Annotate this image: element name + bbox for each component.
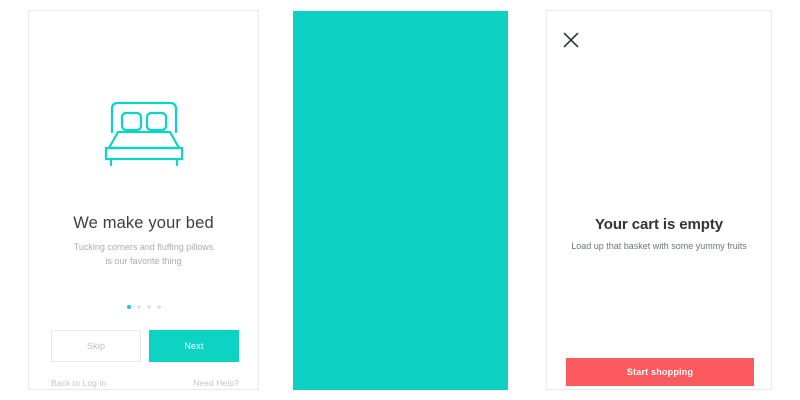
- onboarding-actions: Skip Next: [51, 330, 239, 362]
- pagination-dots[interactable]: [29, 305, 258, 309]
- pagination-dot-2[interactable]: [136, 305, 141, 309]
- cart-empty-subtitle: Load up that basket with some yummy frui…: [571, 241, 747, 251]
- next-button[interactable]: Next: [149, 330, 239, 362]
- empty-cart-screen: Your cart is empty Load up that basket w…: [546, 10, 772, 390]
- back-to-login-link[interactable]: Back to Log in: [51, 378, 107, 388]
- onboarding-subtitle-line-2: is our favorite thing: [105, 255, 182, 266]
- pagination-dot-4[interactable]: [156, 305, 161, 309]
- onboarding-subtitle: Tucking corners and fluffing pillows is …: [29, 241, 258, 268]
- splash-screen: [293, 11, 508, 390]
- onboarding-subtitle-line-1: Tucking corners and fluffing pillows: [73, 242, 214, 252]
- illustration-container: [29, 96, 258, 171]
- close-icon[interactable]: [562, 31, 580, 49]
- need-help-link[interactable]: Need Help?: [193, 378, 239, 388]
- onboarding-screen: We make your bed Tucking corners and flu…: [28, 10, 259, 390]
- bed-icon: [101, 96, 187, 171]
- cart-empty-title: Your cart is empty: [595, 216, 723, 233]
- onboarding-footer-links: Back to Log in Need Help?: [51, 378, 239, 388]
- start-shopping-button[interactable]: Start shopping: [566, 358, 754, 386]
- pagination-dot-3[interactable]: [146, 305, 151, 309]
- skip-button[interactable]: Skip: [51, 330, 141, 362]
- onboarding-title: We make your bed: [73, 214, 214, 232]
- pagination-dot-1[interactable]: [126, 305, 131, 309]
